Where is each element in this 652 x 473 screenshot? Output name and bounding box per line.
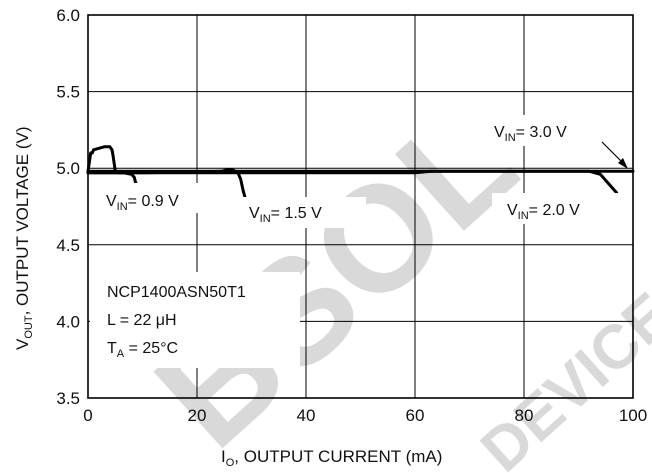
label-vin-2.0: VIN= 2.0 V [507,202,580,222]
label-vin-0.9: VIN= 0.9 V [106,193,179,213]
y-axis-title: VOUT, OUTPUT VOLTAGE (V) [13,127,35,351]
x-tick-label: 60 [406,406,425,425]
label-vin-1.5: VIN= 1.5 V [249,205,322,225]
condition-temperature: TA = 25°C [107,340,178,360]
x-axis-title: IO, OUTPUT CURRENT (mA) [221,447,442,469]
series-layer [86,145,635,199]
arrow-3v [601,141,625,165]
x-tick-label: 100 [619,406,647,425]
y-tick-label: 5.0 [56,159,80,178]
y-tick-label: 6.0 [56,6,80,25]
y-tick-label: 4.0 [56,312,80,331]
plot-frame [87,14,634,399]
x-tick-label: 20 [188,406,207,425]
label-box-3.0 [486,115,616,146]
condition-device: NCP1400ASN50T1 [107,284,246,301]
x-tick-labels: 0 20 40 60 80 100 [83,406,647,425]
watermark-text-small: DEVICE [468,280,652,473]
conditions-box [90,272,300,368]
series-line-1 [86,145,139,187]
label-box-1.5 [236,197,366,228]
y-tick-labels: 3.5 4.0 4.5 5.0 5.5 6.0 [56,6,80,408]
x-tick-label: 80 [515,406,534,425]
x-tick-label: 0 [83,406,92,425]
condition-inductor: L = 22 μH [107,312,177,329]
x-tick-label: 40 [297,406,316,425]
y-tick-label: 4.5 [56,236,80,255]
arrow-head-3v [618,158,628,169]
label-vin-3.0: VIN= 3.0 V [494,124,567,144]
label-box-2.0 [492,193,622,224]
y-tick-label: 3.5 [56,389,80,408]
label-box-0.9 [90,183,222,213]
y-tick-label: 5.5 [56,83,80,102]
